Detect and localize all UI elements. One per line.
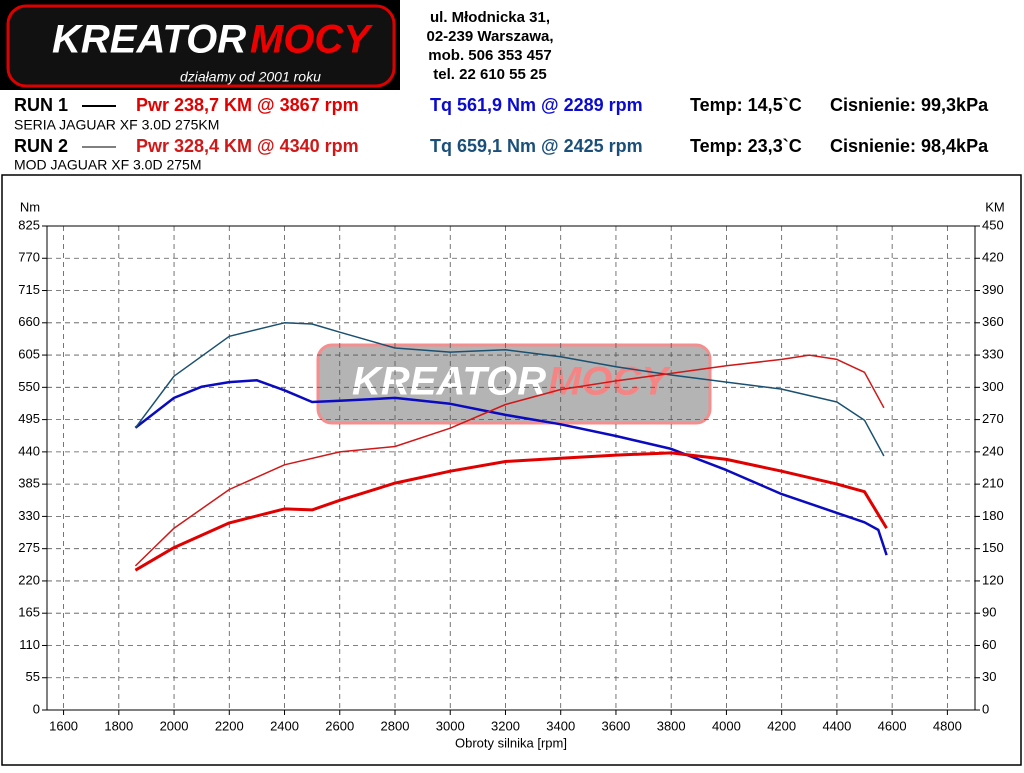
y-tick-label: 605	[18, 347, 40, 362]
y2-tick-label: 240	[982, 443, 1004, 458]
x-tick-label: 4400	[822, 718, 851, 733]
x-tick-label: 2000	[160, 718, 189, 733]
x-tick-label: 3000	[436, 718, 465, 733]
series-line	[134, 354, 885, 567]
watermark: KREATOR MOCY	[316, 343, 712, 425]
y2-tick-label: 180	[982, 508, 1004, 523]
address-line: mob. 506 353 457	[428, 47, 551, 64]
y2-tick-label: 0	[982, 701, 989, 716]
run-label: RUN 2	[14, 136, 68, 156]
run-info: RUN 1 Pwr 238,7 KM @ 3867 rpm Tq 561,9 N…	[14, 95, 989, 173]
y-tick-label: 385	[18, 476, 40, 491]
run-label: RUN 1	[14, 95, 68, 115]
y2-tick-label: 30	[982, 669, 996, 684]
run-temp: Temp: 23,3`C	[690, 136, 802, 156]
y2-tick-label: 90	[982, 605, 996, 620]
chart-frame	[1, 174, 1022, 766]
y-tick-label: 330	[18, 508, 40, 523]
run-car: SERIA JAGUAR XF 3.0D 275KM	[14, 117, 219, 133]
y-tick-label: 55	[26, 669, 40, 684]
y2-tick-label: 360	[982, 314, 1004, 329]
plot-frame	[46, 225, 976, 711]
y-tick-label: 715	[18, 282, 40, 297]
x-tick-label: 3800	[657, 718, 686, 733]
run-power: Pwr 238,7 KM @ 3867 rpm	[136, 95, 359, 115]
y2-axis-label: KM	[985, 199, 1005, 214]
y-axis-label: Nm	[20, 199, 40, 214]
run-torque: Tq 659,1 Nm @ 2425 rpm	[430, 136, 643, 156]
x-tick-label: 3200	[491, 718, 520, 733]
x-tick-label: 2200	[215, 718, 244, 733]
x-tick-label: 3600	[601, 718, 630, 733]
run-car: MOD JAGUAR XF 3.0D 275M	[14, 157, 202, 173]
watermark-frame	[316, 343, 712, 425]
y-tick-label: 165	[18, 605, 40, 620]
run-torque: Tq 561,9 Nm @ 2289 rpm	[430, 95, 643, 115]
y-tick-label: 440	[18, 443, 40, 458]
y2-tick-label: 210	[982, 476, 1004, 491]
y-tick-label: 220	[18, 572, 40, 587]
slogan: działamy od 2001 roku	[180, 69, 321, 85]
run-power: Pwr 328,4 KM @ 4340 rpm	[136, 136, 359, 156]
run-pressure: Cisnienie: 99,3kPa	[830, 95, 989, 115]
y-tick-label: 770	[18, 250, 40, 265]
y-tick-label: 660	[18, 314, 40, 329]
x-tick-label: 4600	[878, 718, 907, 733]
x-tick-label: 2800	[381, 718, 410, 733]
y2-tick-label: 390	[982, 282, 1004, 297]
y-tick-label: 110	[19, 637, 40, 652]
address-line: ul. Młodnicka 31,	[430, 9, 550, 26]
x-axis-label: Obroty silnika [rpm]	[455, 735, 567, 750]
y2-tick-label: 60	[982, 637, 996, 652]
y2-tick-label: 150	[982, 540, 1004, 555]
y2-tick-label: 120	[982, 572, 1004, 587]
watermark-text: KREATOR	[352, 360, 546, 404]
y-tick-label: 275	[18, 540, 40, 555]
y2-tick-label: 420	[982, 250, 1004, 265]
address-bg	[400, 0, 580, 90]
x-tick-label: 4800	[933, 718, 962, 733]
logo-frame	[6, 4, 396, 88]
y2-tick-label: 330	[982, 347, 1004, 362]
logo-text: MOCY	[250, 18, 373, 62]
series-line	[134, 451, 888, 572]
series-line	[134, 379, 888, 556]
x-tick-label: 2400	[270, 718, 299, 733]
y-tick-label: 825	[18, 217, 40, 232]
x-tick-label: 4000	[712, 718, 741, 733]
y-tick-label: 0	[33, 701, 40, 716]
y2-tick-label: 300	[982, 379, 1004, 394]
x-tick-label: 1800	[104, 718, 133, 733]
x-tick-label: 1600	[49, 718, 78, 733]
y-tick-label: 550	[18, 379, 40, 394]
y2-tick-label: 450	[982, 217, 1004, 232]
logo-text: KREATOR	[52, 18, 246, 62]
series-line	[134, 322, 885, 457]
run-temp: Temp: 14,5`C	[690, 95, 802, 115]
address-line: 02-239 Warszawa,	[426, 28, 553, 45]
address-line: tel. 22 610 55 25	[433, 66, 546, 83]
run-pressure: Cisnienie: 98,4kPa	[830, 136, 989, 156]
x-tick-label: 2600	[325, 718, 354, 733]
y2-tick-label: 270	[982, 411, 1004, 426]
y-tick-label: 495	[18, 411, 40, 426]
x-tick-label: 4200	[767, 718, 796, 733]
x-tick-label: 3400	[546, 718, 575, 733]
